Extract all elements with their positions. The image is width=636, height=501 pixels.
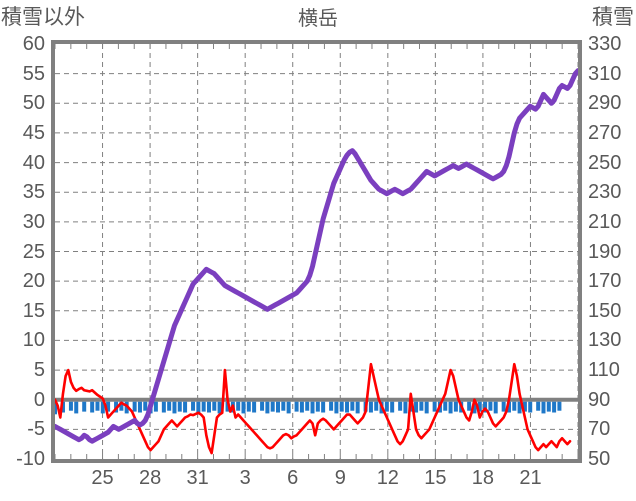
y-axis-left-ticks: 60 55 50 45 40 35 30 25 20 15 10 5 0 -5 -10 [0, 34, 45, 469]
y-tick-left: 5 [33, 359, 45, 382]
y-tick-left: 60 [22, 33, 45, 55]
y-tick-left: 10 [22, 329, 45, 352]
x-tick: 9 [334, 467, 346, 489]
y-tick-left: -5 [27, 418, 45, 441]
y-tick-left: 45 [22, 121, 45, 144]
axis-label-left: 積雪以外 [1, 6, 85, 29]
y-axis-right-ticks: 330 310 290 270 250 230 210 190 170 150 130 110 90 70… [588, 34, 636, 469]
y-tick-right: 70 [588, 418, 611, 441]
x-tick: 18 [471, 467, 495, 489]
axis-label-right: 積雪 [592, 6, 634, 29]
y-tick-right: 250 [588, 151, 622, 174]
y-tick-left: 20 [22, 270, 45, 293]
x-axis-ticks: 25 28 31 3 6 9 12 15 18 21 [51, 468, 582, 498]
y-tick-right: 170 [588, 270, 622, 293]
x-tick: 25 [91, 467, 114, 489]
y-tick-right: 210 [588, 210, 622, 233]
y-tick-right: 270 [588, 121, 622, 144]
x-tick: 15 [424, 467, 447, 489]
y-tick-right: 230 [588, 181, 622, 204]
chart-title: 横岳 [298, 8, 338, 30]
x-tick: 31 [186, 467, 209, 489]
y-tick-left: 30 [22, 210, 45, 233]
y-tick-right: 90 [588, 388, 611, 411]
y-tick-left: 0 [33, 388, 45, 411]
y-tick-right: 130 [588, 329, 622, 352]
y-tick-left: 25 [22, 240, 45, 263]
y-tick-right: 310 [588, 62, 622, 85]
y-tick-left: 15 [22, 299, 45, 322]
x-tick: 6 [287, 467, 299, 489]
y-tick-right: 50 [588, 448, 611, 470]
y-tick-right: 190 [588, 240, 622, 263]
y-tick-left: 55 [22, 62, 45, 85]
y-tick-right: 290 [588, 92, 622, 115]
y-tick-left: 35 [22, 181, 45, 204]
y-tick-right: 150 [588, 299, 622, 322]
y-tick-right: 330 [588, 33, 622, 55]
x-tick: 3 [239, 467, 251, 489]
plot-area [51, 40, 582, 463]
y-tick-left: 40 [22, 151, 45, 174]
y-tick-right: 110 [588, 359, 620, 382]
x-tick: 12 [376, 467, 399, 489]
x-tick: 28 [138, 467, 162, 489]
y-tick-left: -10 [16, 448, 45, 470]
y-tick-left: 50 [22, 92, 45, 115]
plot-canvas [55, 44, 578, 459]
x-tick: 21 [519, 467, 542, 489]
